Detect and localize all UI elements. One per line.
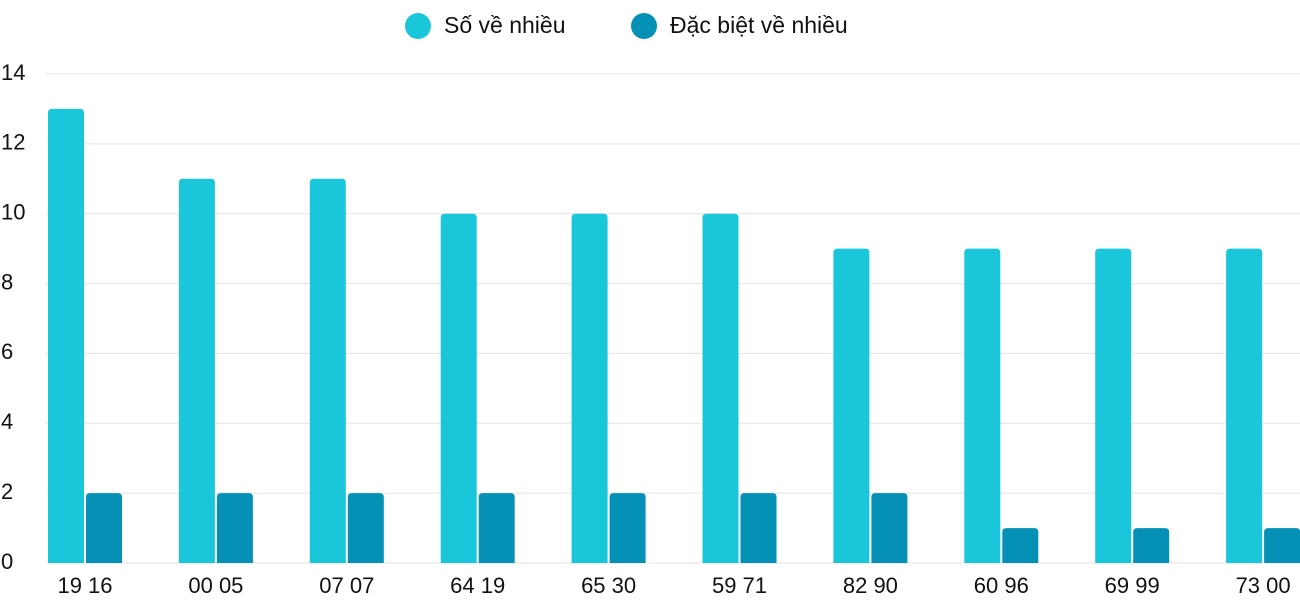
- legend-marker: [631, 13, 657, 39]
- bar: [216, 493, 253, 563]
- bar: [702, 213, 739, 563]
- legend-marker: [405, 13, 431, 39]
- bar: [1226, 248, 1263, 563]
- x-tick-label: 64 19: [450, 573, 505, 598]
- legend-label: Đặc biệt về nhiều: [670, 12, 848, 38]
- bar: [1095, 248, 1132, 563]
- x-tick-label: 82 90: [843, 573, 898, 598]
- x-tick-label: 07 07: [319, 573, 374, 598]
- bar: [1133, 528, 1170, 563]
- bar: [964, 248, 1001, 563]
- x-tick-label: 59 71: [712, 573, 767, 598]
- x-tick-label: 65 30: [581, 573, 636, 598]
- bar: [1264, 528, 1300, 563]
- bar: [871, 493, 908, 563]
- x-tick-label: 73 00: [1236, 573, 1291, 598]
- x-tick-label: 69 99: [1105, 573, 1160, 598]
- bar: [609, 493, 646, 563]
- y-tick-label: 12: [1, 130, 25, 155]
- x-tick-label: 60 96: [974, 573, 1029, 598]
- bar: [178, 178, 215, 564]
- legend-label: Số về nhiều: [444, 12, 565, 38]
- y-tick-label: 6: [1, 339, 13, 364]
- y-tick-label: 4: [1, 409, 13, 434]
- bar: [86, 493, 122, 563]
- bar: [48, 108, 84, 563]
- x-tick-label: 19 16: [57, 573, 112, 598]
- bar: [1002, 528, 1039, 563]
- x-tick-label: 00 05: [188, 573, 243, 598]
- bar: [478, 493, 515, 563]
- bar: [740, 493, 777, 563]
- bar: [440, 213, 477, 563]
- bar: [833, 248, 870, 563]
- y-tick-label: 2: [1, 479, 13, 504]
- bar: [347, 493, 384, 563]
- y-tick-label: 14: [1, 60, 25, 85]
- y-tick-label: 10: [1, 200, 25, 225]
- y-tick-label: 0: [1, 549, 13, 574]
- bar: [571, 213, 608, 563]
- bar: [309, 178, 346, 564]
- y-tick-label: 8: [1, 269, 13, 294]
